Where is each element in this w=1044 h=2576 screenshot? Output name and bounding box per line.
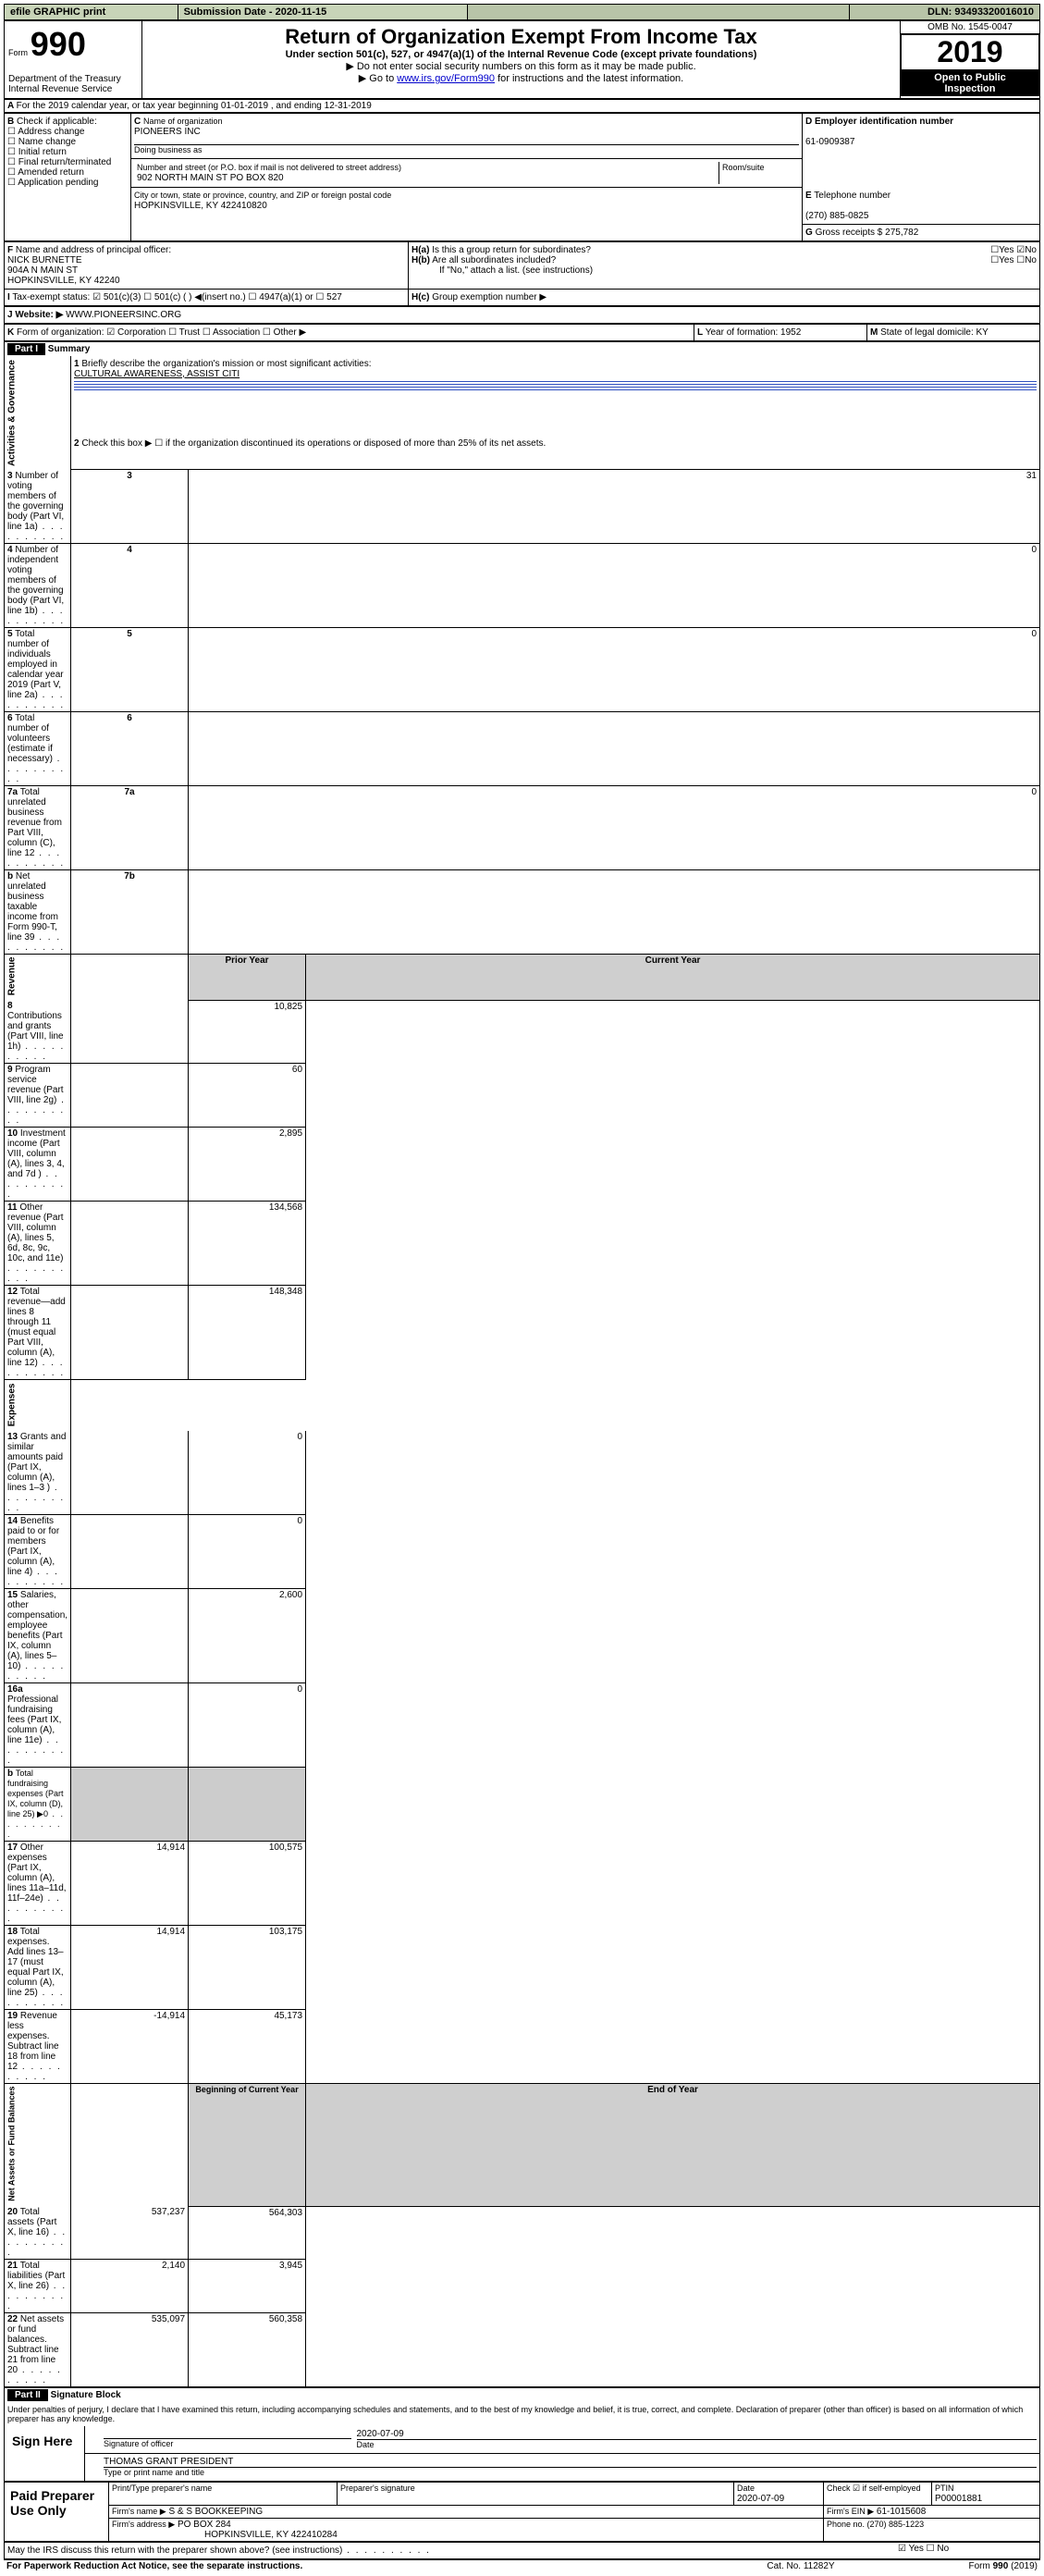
hc-label: Group exemption number ▶ [432,292,547,302]
section-rev: Revenue [5,954,71,1000]
section-exp: Expenses [5,1380,71,1431]
i-label: Tax-exempt status: [12,292,90,302]
l1-label: Briefly describe the organization's miss… [81,359,371,369]
phone: (270) 885-0825 [805,211,868,221]
omb: OMB No. 1545-0047 [901,21,1039,34]
declaration: Under penalties of perjury, I declare th… [5,2402,1040,2426]
officer-addr2: HOPKINSVILLE, KY 42240 [7,276,120,286]
j-label: Website: ▶ [15,310,63,320]
efile-print-btn[interactable]: efile GRAPHIC print [5,5,178,20]
part1-hdr: Part I [7,343,45,355]
b-hdr: Check if applicable: [17,117,97,127]
domicile: State of legal domicile: KY [880,327,989,338]
l2-label: Check this box ▶ ☐ if the organization d… [81,438,546,449]
ptin-label: PTIN [935,2484,954,2493]
mission: CULTURAL AWARENESS, ASSIST CITI [74,369,240,379]
f-label: Name and address of principal officer: [16,245,171,255]
hb-label: Are all subordinates included? [432,255,556,265]
irs-link[interactable]: www.irs.gov/Form990 [397,73,495,84]
firm-addr: PO BOX 284 [178,2520,231,2530]
open-label: Open to Public [934,72,1006,83]
dba-label: Doing business as [134,145,203,154]
sig-officer-label: Signature of officer [104,2439,173,2448]
gross-receipts: Gross receipts $ 275,782 [816,228,919,238]
dept: Department of the Treasury [8,74,121,84]
footer-pra: For Paperwork Reduction Act Notice, see … [4,2560,706,2573]
irs: Internal Revenue Service [8,84,112,94]
firm-city: HOPKINSVILLE, KY 422410284 [112,2530,338,2540]
footer-form: Form 990 (2019) [896,2560,1040,2573]
type-label: Type or print name and title [104,2468,204,2477]
tax-year: 2019 [901,34,1039,70]
section-net: Net Assets or Fund Balances [5,2083,71,2206]
org-addr: 902 NORTH MAIN ST PO BOX 820 [137,173,284,183]
pp-sig-label: Preparer's signature [340,2484,415,2493]
prior-year-hdr: Prior Year [189,954,306,1000]
firm-phone: Phone no. (270) 885-1223 [824,2519,1040,2542]
firm-ein-label: Firm's EIN ▶ [827,2507,874,2516]
paid-preparer: Paid Preparer Use Only [5,2483,109,2542]
end-year-hdr: End of Year [306,2083,1040,2206]
firm-ein: 61-1015608 [877,2507,926,2517]
part2-hdr: Part II [7,2389,48,2401]
d-label: Employer identification number [815,117,953,127]
pp-date: 2020-07-09 [737,2494,784,2504]
hb-yesno[interactable]: ☐Yes ☐No [990,255,1037,265]
ha-label: Is this a group return for subordinates? [432,245,591,255]
ptin: P00001881 [935,2494,982,2504]
pp-check: Check ☑ if self-employed [824,2483,932,2506]
firm-addr-label: Firm's address ▶ [112,2520,175,2529]
year-formation: Year of formation: 1952 [706,327,802,338]
form-word: Form [8,48,28,57]
firm-name-label: Firm's name ▶ [112,2507,166,2516]
efile-bar: efile GRAPHIC print Submission Date - 20… [4,4,1040,20]
k-label: Form of organization: [17,327,104,338]
org-name: PIONEERS INC [134,127,201,137]
sub1: Under section 501(c), 527, or 4947(a)(1)… [146,49,896,60]
c-label: Name of organization [143,117,223,126]
ha-yesno[interactable]: ☐Yes ☑No [990,245,1037,255]
sign-here: Sign Here [5,2426,85,2482]
section-gov: Activities & Governance [5,356,71,470]
form-header: Form 990 Department of the Treasury Inte… [4,20,1040,99]
footer-cat: Cat. No. 11282Y [706,2560,896,2573]
current-year-hdr: Current Year [306,954,1040,1000]
sub3a: ▶ Go to [359,73,397,84]
hb2-label: If "No," attach a list. (see instruction… [411,265,593,276]
form-number: 990 [31,25,86,63]
sign-date: 2020-07-09 [357,2429,404,2439]
part2-title: Signature Block [51,2390,121,2400]
dln: DLN: 93493320016010 [849,5,1039,20]
pp-name-label: Print/Type preparer's name [112,2484,212,2493]
sub3b: for instructions and the latest informat… [495,73,683,84]
insp-label: Inspection [944,83,995,94]
form-title: Return of Organization Exempt From Incom… [146,25,896,49]
sub2: ▶ Do not enter social security numbers o… [146,60,896,72]
part1-title: Summary [48,344,91,354]
officer-name: NICK BURNETTE [7,255,82,265]
room-label: Room/suite [719,162,800,184]
org-city: HOPKINSVILLE, KY 422410820 [134,201,267,211]
begin-year-hdr: Beginning of Current Year [189,2083,306,2206]
k-opts[interactable]: ☑ Corporation ☐ Trust ☐ Association ☐ Ot… [106,327,306,338]
ein: 61-0909387 [805,137,854,147]
date-label: Date [357,2440,375,2449]
officer-addr1: 904A N MAIN ST [7,265,78,276]
discuss-yesno[interactable]: ☑ Yes ☐ No [895,2543,1040,2559]
website: WWW.PIONEERSINC.ORG [66,310,181,320]
pp-date-label: Date [737,2484,755,2493]
submission-date: Submission Date - 2020-11-15 [178,5,467,20]
officer-printed: THOMAS GRANT PRESIDENT [104,2457,233,2467]
e-label: Telephone number [814,191,890,201]
addr-label: Number and street (or P.O. box if mail i… [137,163,401,172]
line-a: A For the 2019 calendar year, or tax yea… [5,100,1040,113]
entity-block: B Check if applicable: ☐ Address change☐… [4,113,1040,241]
discuss-label: May the IRS discuss this return with the… [7,2545,342,2556]
i-opts[interactable]: ☑ 501(c)(3) ☐ 501(c) ( ) ◀(insert no.) ☐… [92,292,342,302]
firm-name: S & S BOOKKEEPING [168,2507,263,2517]
city-label: City or town, state or province, country… [134,191,391,200]
